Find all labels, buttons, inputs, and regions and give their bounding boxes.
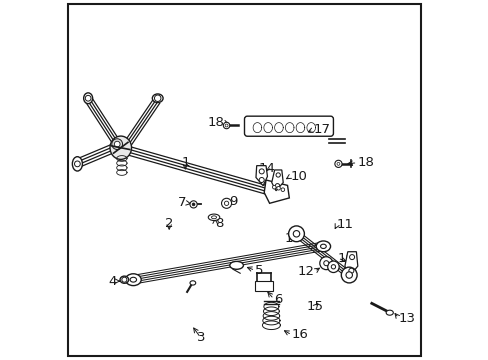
Ellipse shape — [152, 94, 163, 103]
Circle shape — [327, 261, 339, 273]
Circle shape — [349, 255, 354, 260]
Circle shape — [192, 203, 195, 206]
Text: 15: 15 — [284, 231, 301, 244]
Ellipse shape — [316, 241, 330, 252]
Circle shape — [276, 173, 280, 177]
Circle shape — [85, 95, 91, 101]
Circle shape — [224, 201, 228, 206]
FancyBboxPatch shape — [255, 282, 273, 291]
Circle shape — [288, 226, 304, 242]
Circle shape — [275, 184, 279, 188]
Ellipse shape — [112, 139, 122, 149]
Circle shape — [223, 122, 229, 129]
Text: 12: 12 — [297, 265, 314, 278]
Ellipse shape — [125, 274, 141, 285]
Ellipse shape — [229, 261, 243, 269]
Text: 9: 9 — [228, 195, 237, 208]
Circle shape — [348, 268, 353, 273]
Circle shape — [221, 198, 231, 208]
Circle shape — [154, 95, 161, 102]
Text: 15: 15 — [306, 300, 324, 313]
Ellipse shape — [130, 277, 136, 282]
Ellipse shape — [190, 281, 195, 285]
Ellipse shape — [83, 93, 92, 104]
Text: 14: 14 — [259, 162, 275, 175]
Text: 18: 18 — [207, 116, 224, 129]
Circle shape — [190, 201, 197, 208]
Text: 16: 16 — [291, 328, 308, 341]
Ellipse shape — [208, 214, 219, 221]
Text: 5: 5 — [255, 264, 263, 277]
Text: 18: 18 — [357, 156, 374, 169]
Text: 6: 6 — [273, 293, 282, 306]
Text: 8: 8 — [215, 217, 223, 230]
Polygon shape — [271, 170, 283, 191]
Polygon shape — [264, 180, 289, 203]
Text: 13: 13 — [398, 311, 415, 325]
Circle shape — [224, 124, 227, 127]
Circle shape — [346, 272, 352, 278]
Circle shape — [330, 265, 335, 269]
Circle shape — [114, 141, 120, 147]
Polygon shape — [255, 166, 267, 186]
Ellipse shape — [211, 216, 216, 219]
Text: 3: 3 — [196, 331, 204, 344]
Text: 2: 2 — [164, 216, 173, 230]
Ellipse shape — [386, 310, 392, 315]
Text: 1: 1 — [181, 156, 189, 169]
Text: 10: 10 — [290, 170, 306, 183]
Circle shape — [272, 185, 276, 189]
Ellipse shape — [320, 244, 325, 248]
Circle shape — [281, 188, 284, 192]
Circle shape — [74, 161, 80, 167]
Circle shape — [334, 160, 341, 167]
Ellipse shape — [120, 276, 128, 283]
Polygon shape — [344, 252, 357, 277]
Circle shape — [323, 261, 328, 266]
Circle shape — [293, 230, 299, 237]
Text: 11: 11 — [336, 218, 353, 231]
Text: 7: 7 — [178, 197, 186, 210]
Circle shape — [259, 169, 264, 174]
Text: 10: 10 — [337, 252, 354, 265]
Ellipse shape — [110, 136, 131, 159]
FancyBboxPatch shape — [244, 116, 333, 136]
Text: 17: 17 — [313, 123, 330, 136]
Circle shape — [276, 186, 280, 190]
Circle shape — [341, 267, 356, 283]
Circle shape — [336, 162, 339, 165]
Circle shape — [259, 177, 264, 183]
Circle shape — [122, 277, 126, 282]
Text: 4: 4 — [108, 275, 116, 288]
Circle shape — [319, 257, 332, 270]
Ellipse shape — [72, 157, 82, 171]
